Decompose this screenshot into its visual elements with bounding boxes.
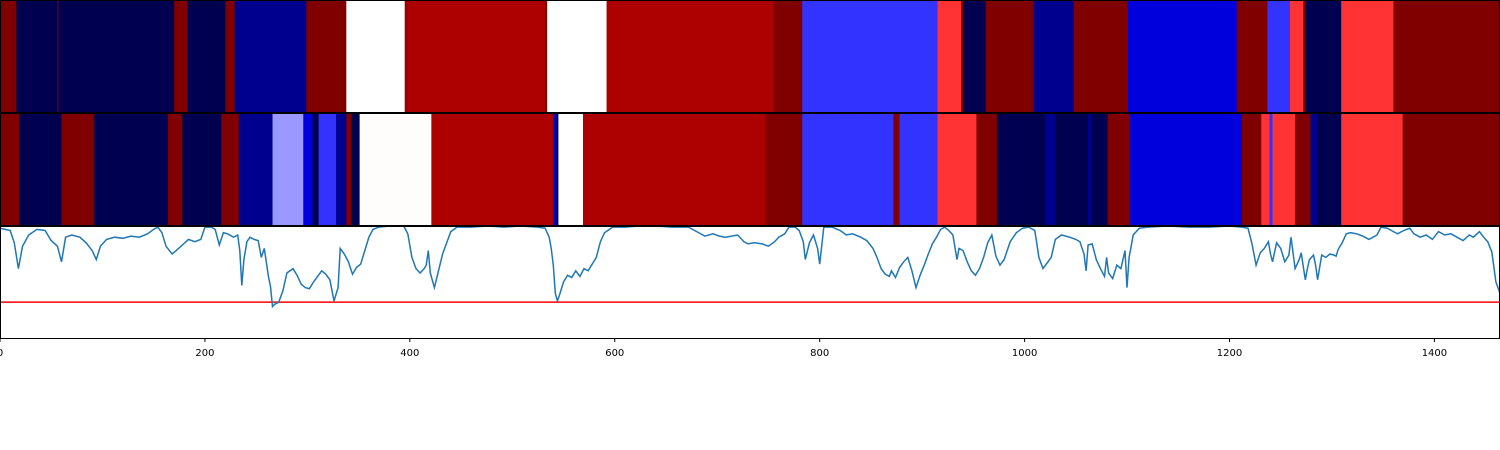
heatmap-segment: [765, 113, 803, 225]
heatmap-segment: [963, 0, 987, 112]
heatmap-segment: [16, 0, 58, 112]
heatmap-segment: [225, 0, 236, 112]
heatmap-segment: [558, 113, 584, 225]
heatmap-segment: [1341, 113, 1404, 225]
heatmap-segment: [1303, 0, 1306, 112]
heatmap-segment: [0, 113, 20, 225]
heatmap-segment: [1107, 113, 1131, 225]
heatmap-segment: [318, 113, 337, 225]
x-tick-label: 800: [810, 348, 829, 359]
heatmap-segment: [937, 0, 962, 112]
heatmap-segment: [1305, 0, 1342, 112]
heatmap-segment: [61, 113, 95, 225]
heatmap-segment: [893, 113, 900, 225]
heatmap-segment: [19, 113, 62, 225]
heatmap-segment: [545, 0, 548, 112]
heatmap-segment: [606, 0, 774, 112]
heatmap-segment: [404, 0, 409, 112]
heatmap-segment: [1272, 113, 1296, 225]
x-tick-label: 600: [605, 348, 624, 359]
heatmap-segment: [407, 0, 546, 112]
heatmap-segment: [359, 113, 432, 225]
heatmap-segment: [303, 113, 313, 225]
heatmap-segment: [182, 113, 222, 225]
heatmap-segment: [556, 113, 559, 225]
heatmap-segment: [312, 113, 320, 225]
heatmap-segment: [773, 0, 803, 112]
heatmap-segment: [1128, 0, 1238, 112]
heatmap-segment: [961, 0, 964, 112]
x-tick-label: 400: [400, 348, 419, 359]
heatmap-segment: [553, 113, 557, 225]
series-line: [0, 225, 1500, 309]
heatmap-segment: [351, 113, 361, 225]
heatmap-segment: [1055, 113, 1089, 225]
heatmap-segment: [58, 0, 175, 112]
heatmap-segment: [1130, 113, 1243, 225]
heatmap-segment: [899, 113, 938, 225]
heatmap-segment: [1269, 113, 1273, 225]
heatmap-segment: [238, 113, 273, 225]
x-tick-label: 1400: [1422, 348, 1447, 359]
x-tick-label: 1200: [1217, 348, 1242, 359]
heatmap-segment: [1045, 113, 1056, 225]
heatmap-segment: [306, 0, 347, 112]
heatmap-segment: [431, 113, 554, 225]
x-axis: 0 200 400 600 800 1000 1200 1400: [0, 338, 1447, 359]
heatmap-segment: [272, 113, 304, 225]
heatmap-segment: [1341, 0, 1394, 112]
heatmap-band-middle: [0, 113, 1500, 225]
heatmap-segment: [985, 0, 1035, 112]
heatmap-segment: [1295, 113, 1311, 225]
heatmap-segment: [1091, 113, 1108, 225]
heatmap-segment: [996, 113, 1046, 225]
heatmap-segment: [336, 113, 347, 225]
heatmap-band-top: [0, 0, 1500, 112]
heatmap-segment: [1236, 0, 1268, 112]
heatmap-segment: [802, 0, 938, 112]
heatmap-segment: [221, 113, 240, 225]
heatmap-segment: [547, 0, 607, 112]
heatmap-segment: [976, 113, 998, 225]
heatmap-segment: [346, 113, 352, 225]
heatmap-segment: [234, 0, 307, 112]
heatmap-segment: [0, 0, 17, 112]
heatmap-segment: [1033, 0, 1075, 112]
heatmap-segment: [1073, 0, 1129, 112]
heatmap-segment: [582, 113, 766, 225]
x-tick-label: 200: [195, 348, 214, 359]
x-tick-label: 0: [0, 348, 3, 359]
heatmap-segment: [94, 113, 169, 225]
heatmap-segment: [1393, 0, 1500, 112]
heatmap-segment: [1289, 0, 1304, 112]
line-panel: [0, 225, 1500, 309]
heatmap-segment: [168, 113, 183, 225]
heatmap-segment: [802, 113, 894, 225]
heatmap-segment: [1321, 113, 1342, 225]
heatmap-segment: [1310, 113, 1319, 225]
x-tick-label: 1000: [1012, 348, 1037, 359]
heatmap-segment: [57, 0, 59, 112]
heatmap-segment: [187, 0, 226, 112]
heatmap-segment: [1261, 113, 1270, 225]
heatmap-segment: [937, 113, 977, 225]
heatmap-segment: [1402, 113, 1500, 225]
heatmap-segment: [1317, 113, 1323, 225]
heatmap-segment: [174, 0, 188, 112]
heatmap-segment: [1088, 113, 1092, 225]
heatmap-segment: [346, 0, 406, 112]
heatmap-segment: [1241, 113, 1262, 225]
heatmap-segment: [1267, 0, 1291, 112]
